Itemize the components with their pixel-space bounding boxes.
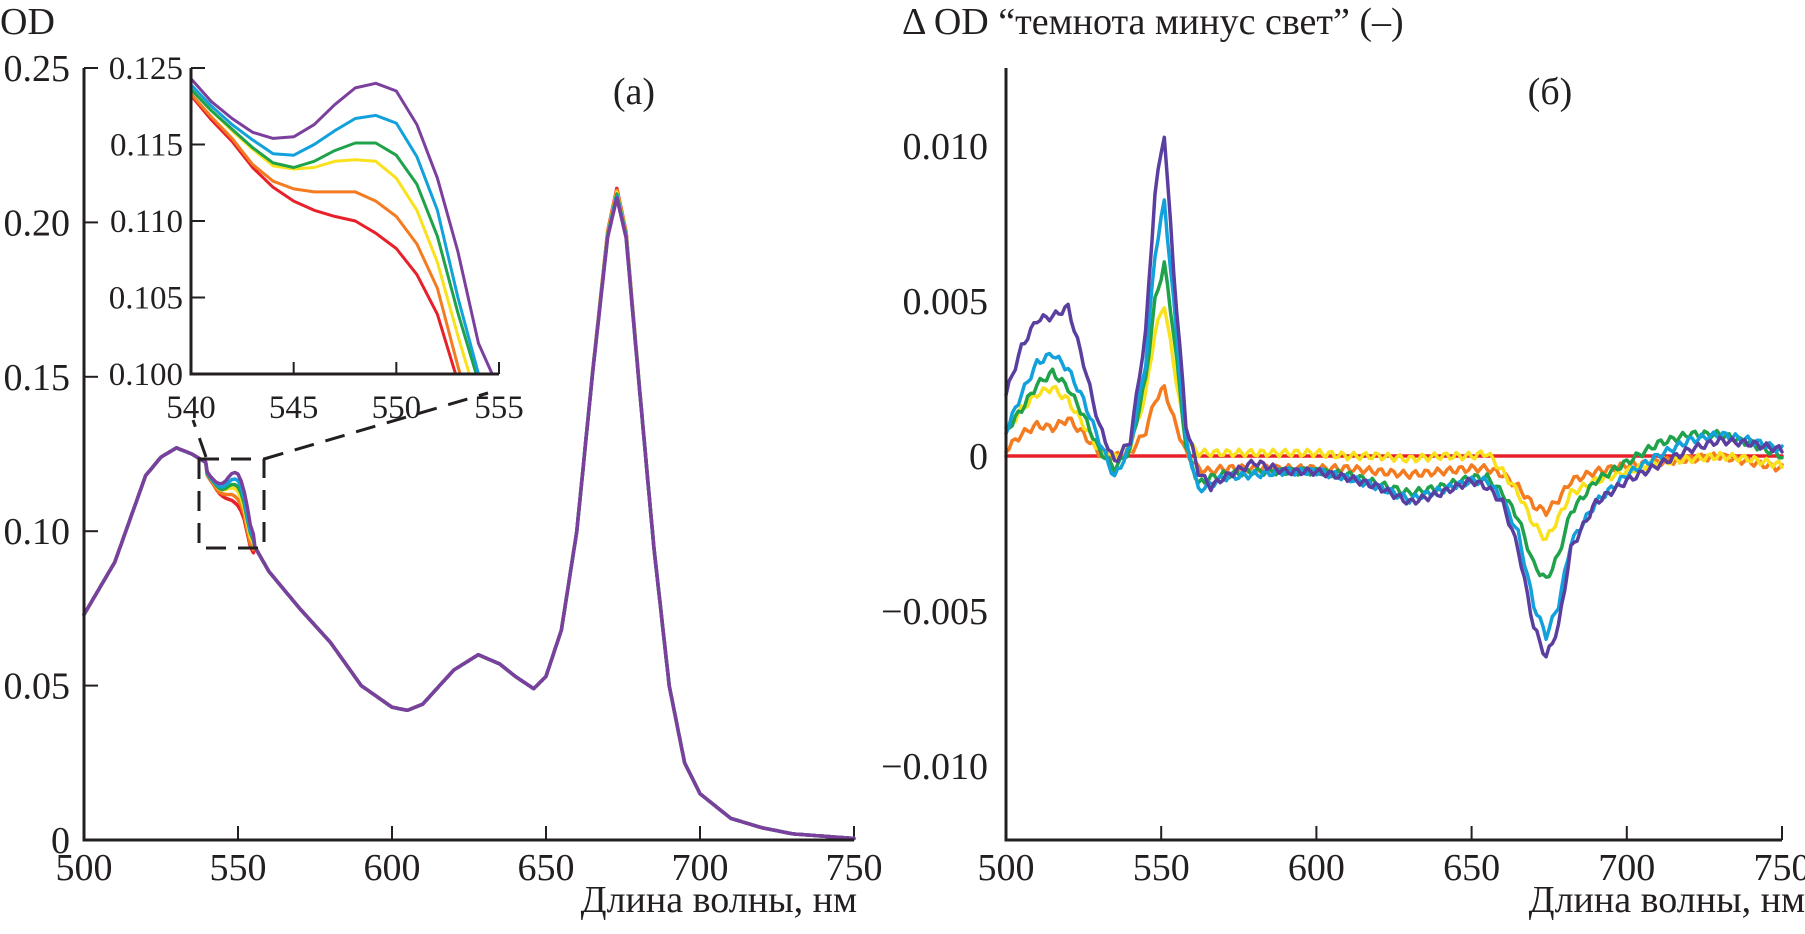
left-x-tick-label: 600 — [364, 847, 421, 889]
od-series-red — [82, 186, 856, 841]
right-y-tick-label: 0.005 — [903, 281, 989, 323]
inset-x-tick-label: 540 — [166, 390, 216, 426]
inset-x-tick-label: 545 — [269, 390, 319, 426]
left-y-tick-label: 0.20 — [4, 202, 71, 244]
od-series-orange — [82, 188, 856, 841]
od-series-purple — [82, 195, 856, 841]
delta-od-series-blue — [1004, 198, 1784, 642]
inset-x-tick-label: 550 — [372, 390, 422, 426]
inset: 540 545 550 555 0.100 0.105 0.110 0.115 0.125 — [109, 51, 524, 426]
left-x-tick-label: 500 — [56, 847, 113, 889]
left-x-tick-label: 550 — [210, 847, 267, 889]
right-x-tick-label: 700 — [1598, 847, 1655, 889]
left-y-tick-label: 0.25 — [4, 48, 71, 90]
right-y-tick-label: 0 — [969, 436, 988, 478]
right-x-tick-label: 750 — [1754, 847, 1805, 889]
panel-a-label: (а) — [613, 71, 655, 113]
inset-y-tick-label: 0.125 — [109, 51, 183, 87]
zoom-connector-left — [191, 419, 208, 458]
inset-series-orange — [191, 92, 462, 374]
right-x-tick-label: 550 — [1133, 847, 1190, 889]
right-x-tick-label: 650 — [1443, 847, 1500, 889]
right-axes — [1004, 68, 1782, 842]
inset-series-yellow — [191, 87, 471, 374]
left-x-tick-label: 650 — [518, 847, 575, 889]
inset-series-purple — [191, 77, 494, 374]
inset-y-tick-label: 0.110 — [110, 204, 183, 240]
right-y-tick-label: −0.005 — [881, 591, 988, 633]
panel-b: Δ OD “темнота минус свет” (–) (б) Длина … — [881, 1, 1805, 921]
left-x-tick-label: 750 — [826, 847, 883, 889]
od-series-yellow — [82, 190, 856, 841]
zoom-connector-right — [263, 391, 489, 461]
inset-series-green — [191, 87, 478, 374]
right-y-title: Δ OD “темнота минус свет” (–) — [902, 1, 1404, 43]
inset-x-tick-label: 555 — [474, 390, 524, 426]
inset-series-red — [191, 94, 458, 374]
right-x-tick-label: 500 — [978, 847, 1035, 889]
delta-od-series-yellow — [1004, 306, 1784, 542]
inset-y-tick-label: 0.105 — [109, 281, 183, 317]
right-y-tick-label: −0.010 — [881, 746, 988, 788]
od-series-blue — [82, 194, 856, 841]
inset-series-blue — [191, 83, 481, 374]
zoom-region-box — [197, 457, 266, 550]
delta-od-series-green — [1004, 260, 1784, 579]
od-series-green — [82, 192, 856, 841]
right-x-title: Длина волны, нм — [1529, 879, 1805, 921]
left-y-tick-label: 0.15 — [4, 357, 71, 399]
left-y-title: OD — [0, 1, 55, 43]
left-y-tick-label: 0.05 — [4, 666, 71, 708]
left-y-tick-label: 0.10 — [4, 511, 71, 553]
inset-axes — [189, 68, 499, 376]
right-x-tick-label: 600 — [1288, 847, 1345, 889]
left-x-tick-label: 700 — [672, 847, 729, 889]
right-y-tick-label: 0.010 — [903, 126, 989, 168]
inset-y-tick-label: 0.115 — [110, 128, 183, 164]
panel-b-label: (б) — [1528, 71, 1573, 113]
left-y-tick-label: 0 — [51, 820, 70, 862]
left-x-title: Длина волны, нм — [581, 879, 857, 921]
inset-y-tick-label: 0.100 — [109, 357, 183, 393]
left-axes — [82, 68, 854, 842]
delta-od-series-purple — [1004, 135, 1784, 659]
panel-a: OD (а) Длина волны, нм 500 550 600 650 700 75… — [0, 1, 883, 921]
